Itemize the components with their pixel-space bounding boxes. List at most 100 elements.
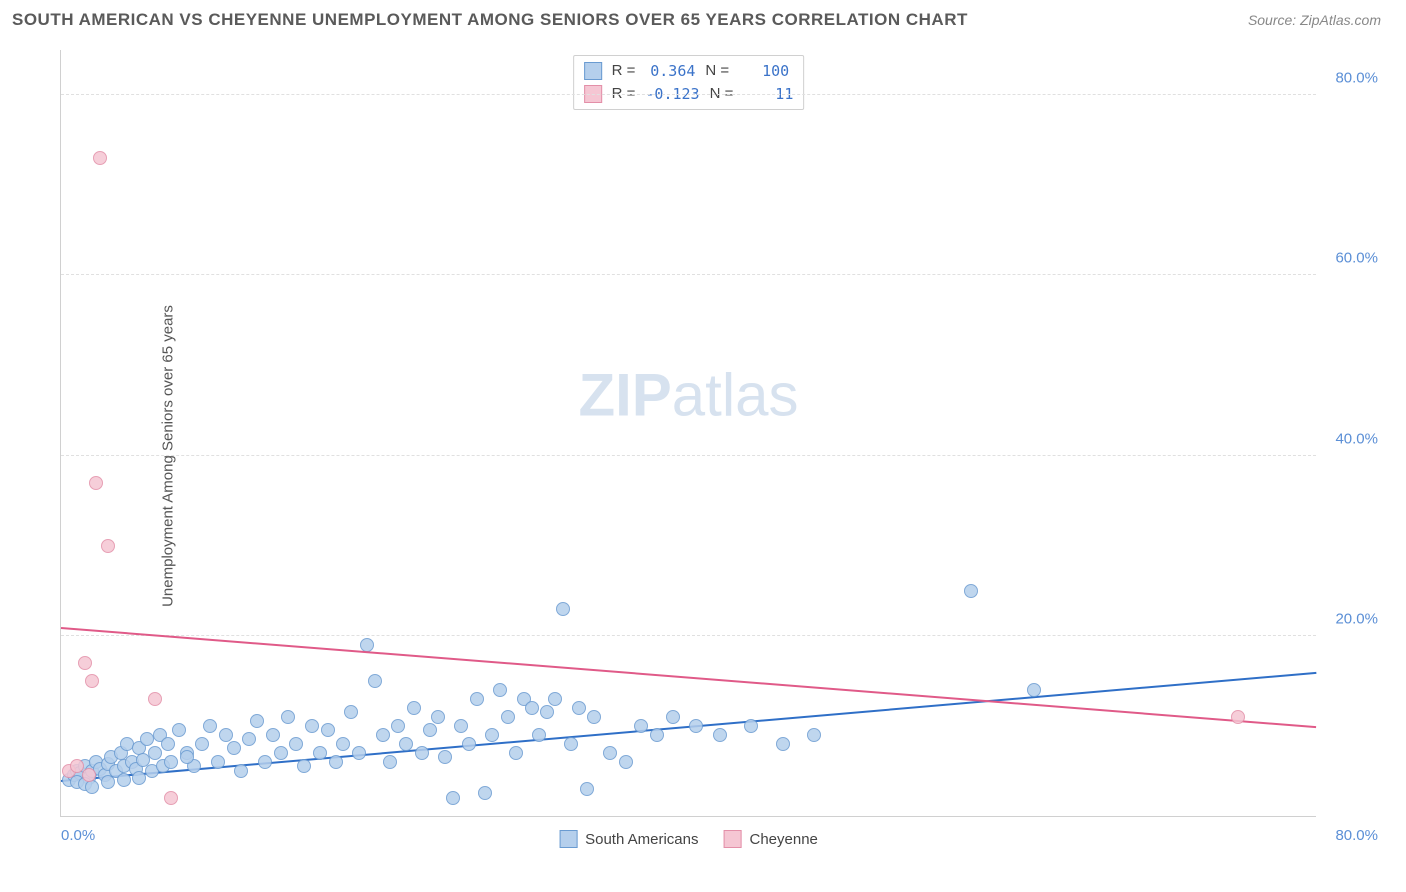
legend-swatch [559, 830, 577, 848]
data-point [132, 771, 146, 785]
data-point [195, 737, 209, 751]
data-point [407, 701, 421, 715]
data-point [478, 786, 492, 800]
data-point [180, 750, 194, 764]
chart-container: Unemployment Among Seniors over 65 years… [45, 50, 1386, 862]
stat-r-label: R = [612, 60, 636, 83]
data-point [383, 755, 397, 769]
gridline [61, 455, 1316, 456]
data-point [666, 710, 680, 724]
data-point [501, 710, 515, 724]
data-point [438, 750, 452, 764]
stat-r-value: 0.364 [645, 60, 695, 83]
data-point [164, 755, 178, 769]
data-point [313, 746, 327, 760]
data-point [650, 728, 664, 742]
data-point [454, 719, 468, 733]
data-point [101, 539, 115, 553]
data-point [85, 674, 99, 688]
data-point [305, 719, 319, 733]
data-point [281, 710, 295, 724]
data-point [266, 728, 280, 742]
data-point [203, 719, 217, 733]
stats-legend: R =0.364N =100R =-0.123N =11 [573, 55, 805, 110]
data-point [344, 705, 358, 719]
data-point [399, 737, 413, 751]
data-point [250, 714, 264, 728]
legend-label: Cheyenne [750, 831, 818, 848]
x-tick-label: 80.0% [1335, 827, 1378, 844]
data-point [211, 755, 225, 769]
y-tick-label: 20.0% [1335, 610, 1378, 627]
legend-label: South Americans [585, 831, 698, 848]
data-point [525, 701, 539, 715]
data-point [619, 755, 633, 769]
data-point [964, 584, 978, 598]
data-point [548, 692, 562, 706]
data-point [776, 737, 790, 751]
trend-line [61, 627, 1316, 728]
stats-row: R = 0.364 N = 100 [584, 60, 794, 83]
data-point [336, 737, 350, 751]
data-point [70, 759, 84, 773]
data-point [352, 746, 366, 760]
data-point [744, 719, 758, 733]
data-point [1027, 683, 1041, 697]
source-label: Source: ZipAtlas.com [1248, 12, 1381, 28]
legend-swatch [584, 62, 602, 80]
data-point [493, 683, 507, 697]
chart-title: SOUTH AMERICAN VS CHEYENNE UNEMPLOYMENT … [12, 10, 968, 30]
data-point [242, 732, 256, 746]
data-point [161, 737, 175, 751]
data-point [227, 741, 241, 755]
data-point [391, 719, 405, 733]
data-point [446, 791, 460, 805]
data-point [93, 151, 107, 165]
stat-n-value: 100 [739, 60, 789, 83]
data-point [423, 723, 437, 737]
data-point [807, 728, 821, 742]
data-point [360, 638, 374, 652]
data-point [101, 775, 115, 789]
data-point [219, 728, 233, 742]
data-point [572, 701, 586, 715]
data-point [540, 705, 554, 719]
gridline [61, 94, 1316, 95]
data-point [470, 692, 484, 706]
data-point [172, 723, 186, 737]
data-point [274, 746, 288, 760]
data-point [509, 746, 523, 760]
data-point [462, 737, 476, 751]
data-point [713, 728, 727, 742]
y-tick-label: 80.0% [1335, 70, 1378, 87]
plot-area: ZIPatlas R =0.364N =100R =-0.123N =11 So… [60, 50, 1316, 817]
data-point [532, 728, 546, 742]
data-point [564, 737, 578, 751]
data-point [148, 692, 162, 706]
data-point [689, 719, 703, 733]
data-point [164, 791, 178, 805]
watermark: ZIPatlas [578, 360, 798, 429]
stat-n-label: N = [705, 60, 729, 83]
data-point [78, 656, 92, 670]
data-point [634, 719, 648, 733]
y-tick-label: 60.0% [1335, 250, 1378, 267]
data-point [82, 768, 96, 782]
data-point [368, 674, 382, 688]
series-legend: South Americans Cheyenne [559, 830, 818, 848]
gridline [61, 635, 1316, 636]
data-point [415, 746, 429, 760]
data-point [89, 476, 103, 490]
data-point [1231, 710, 1245, 724]
data-point [258, 755, 272, 769]
data-point [556, 602, 570, 616]
data-point [234, 764, 248, 778]
data-point [329, 755, 343, 769]
data-point [587, 710, 601, 724]
data-point [289, 737, 303, 751]
data-point [297, 759, 311, 773]
data-point [321, 723, 335, 737]
data-point [580, 782, 594, 796]
data-point [431, 710, 445, 724]
legend-item: South Americans [559, 830, 698, 848]
